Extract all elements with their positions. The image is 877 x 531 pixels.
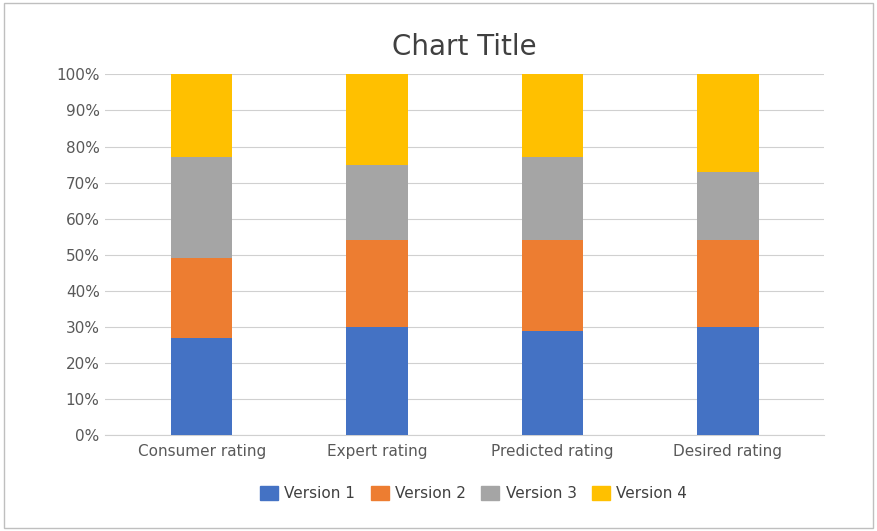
Bar <box>346 74 408 165</box>
Bar <box>171 259 232 338</box>
Bar <box>171 338 232 435</box>
Bar <box>346 241 408 327</box>
Bar <box>522 74 583 157</box>
Bar <box>522 157 583 241</box>
Bar <box>697 74 759 172</box>
Bar <box>171 157 232 259</box>
Bar <box>697 241 759 327</box>
Bar <box>346 165 408 241</box>
Bar <box>697 172 759 241</box>
Title: Chart Title: Chart Title <box>393 33 537 61</box>
Bar <box>697 327 759 435</box>
Bar <box>346 327 408 435</box>
Bar <box>522 331 583 435</box>
Legend: Version 1, Version 2, Version 3, Version 4: Version 1, Version 2, Version 3, Version… <box>253 480 694 508</box>
Bar <box>522 241 583 331</box>
Bar <box>171 74 232 157</box>
